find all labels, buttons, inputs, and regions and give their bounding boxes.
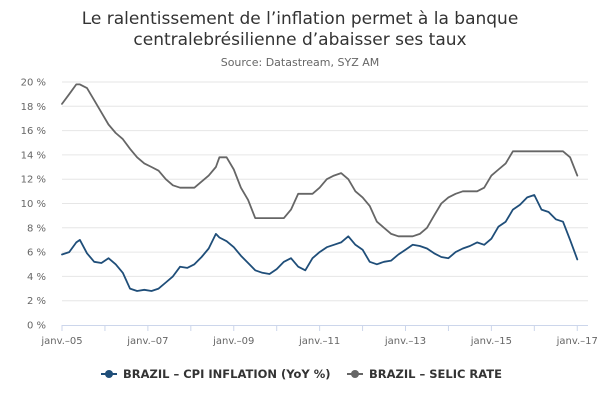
x-tick-label: janv.–15 bbox=[470, 336, 512, 347]
y-tick-label: 12 % bbox=[21, 175, 46, 186]
y-tick-label: 18 % bbox=[21, 102, 46, 113]
y-tick-label: 6 % bbox=[27, 248, 46, 259]
x-tick-label: janv.–07 bbox=[126, 336, 168, 347]
legend-item-cpi-inflation[interactable]: BRAZIL – CPI INFLATION (YoY %) bbox=[101, 367, 331, 381]
chart-subtitle: Source: Datastream, SYZ AM bbox=[221, 56, 380, 69]
series-lines bbox=[61, 83, 579, 292]
chart-title-line-1: Le ralentissement de l’inflation permet … bbox=[82, 9, 519, 29]
chart-title-line-2: centralebrésilienne d’abaisser ses taux bbox=[133, 30, 466, 50]
y-tick-label: 4 % bbox=[27, 272, 46, 283]
x-tick-label: janv.–11 bbox=[298, 336, 340, 347]
axes: 0 % 2 % 4 % 6 % 8 % 10 % 12 % 14 % 16 % 18 % 20 % j… bbox=[21, 78, 598, 348]
series-line-selic-rate bbox=[61, 83, 579, 238]
legend-marker-symbol bbox=[351, 370, 359, 378]
series-line-cpi-inflation bbox=[61, 194, 579, 292]
y-tick-label: 8 % bbox=[27, 223, 46, 234]
y-tick-label: 10 % bbox=[21, 199, 46, 210]
x-tick-label: janv.–13 bbox=[384, 336, 426, 347]
legend[interactable]: BRAZIL – CPI INFLATION (YoY %) BRAZIL – S… bbox=[101, 367, 502, 381]
y-tick-label: 14 % bbox=[21, 150, 46, 161]
x-tick-label: janv.–17 bbox=[556, 336, 598, 347]
x-tick-label: janv.–05 bbox=[40, 336, 82, 347]
y-tick-label: 2 % bbox=[27, 296, 46, 307]
grid-lines bbox=[62, 81, 588, 302]
legend-item-selic-rate[interactable]: BRAZIL – SELIC RATE bbox=[347, 367, 502, 381]
y-tick-label: 16 % bbox=[21, 126, 46, 137]
y-tick-label: 0 % bbox=[27, 321, 46, 332]
legend-label: BRAZIL – SELIC RATE bbox=[369, 367, 502, 381]
legend-marker-symbol bbox=[105, 370, 113, 378]
x-tick-label: janv.–09 bbox=[212, 336, 254, 347]
legend-label: BRAZIL – CPI INFLATION (YoY %) bbox=[123, 367, 331, 381]
y-tick-label: 20 % bbox=[21, 78, 46, 89]
